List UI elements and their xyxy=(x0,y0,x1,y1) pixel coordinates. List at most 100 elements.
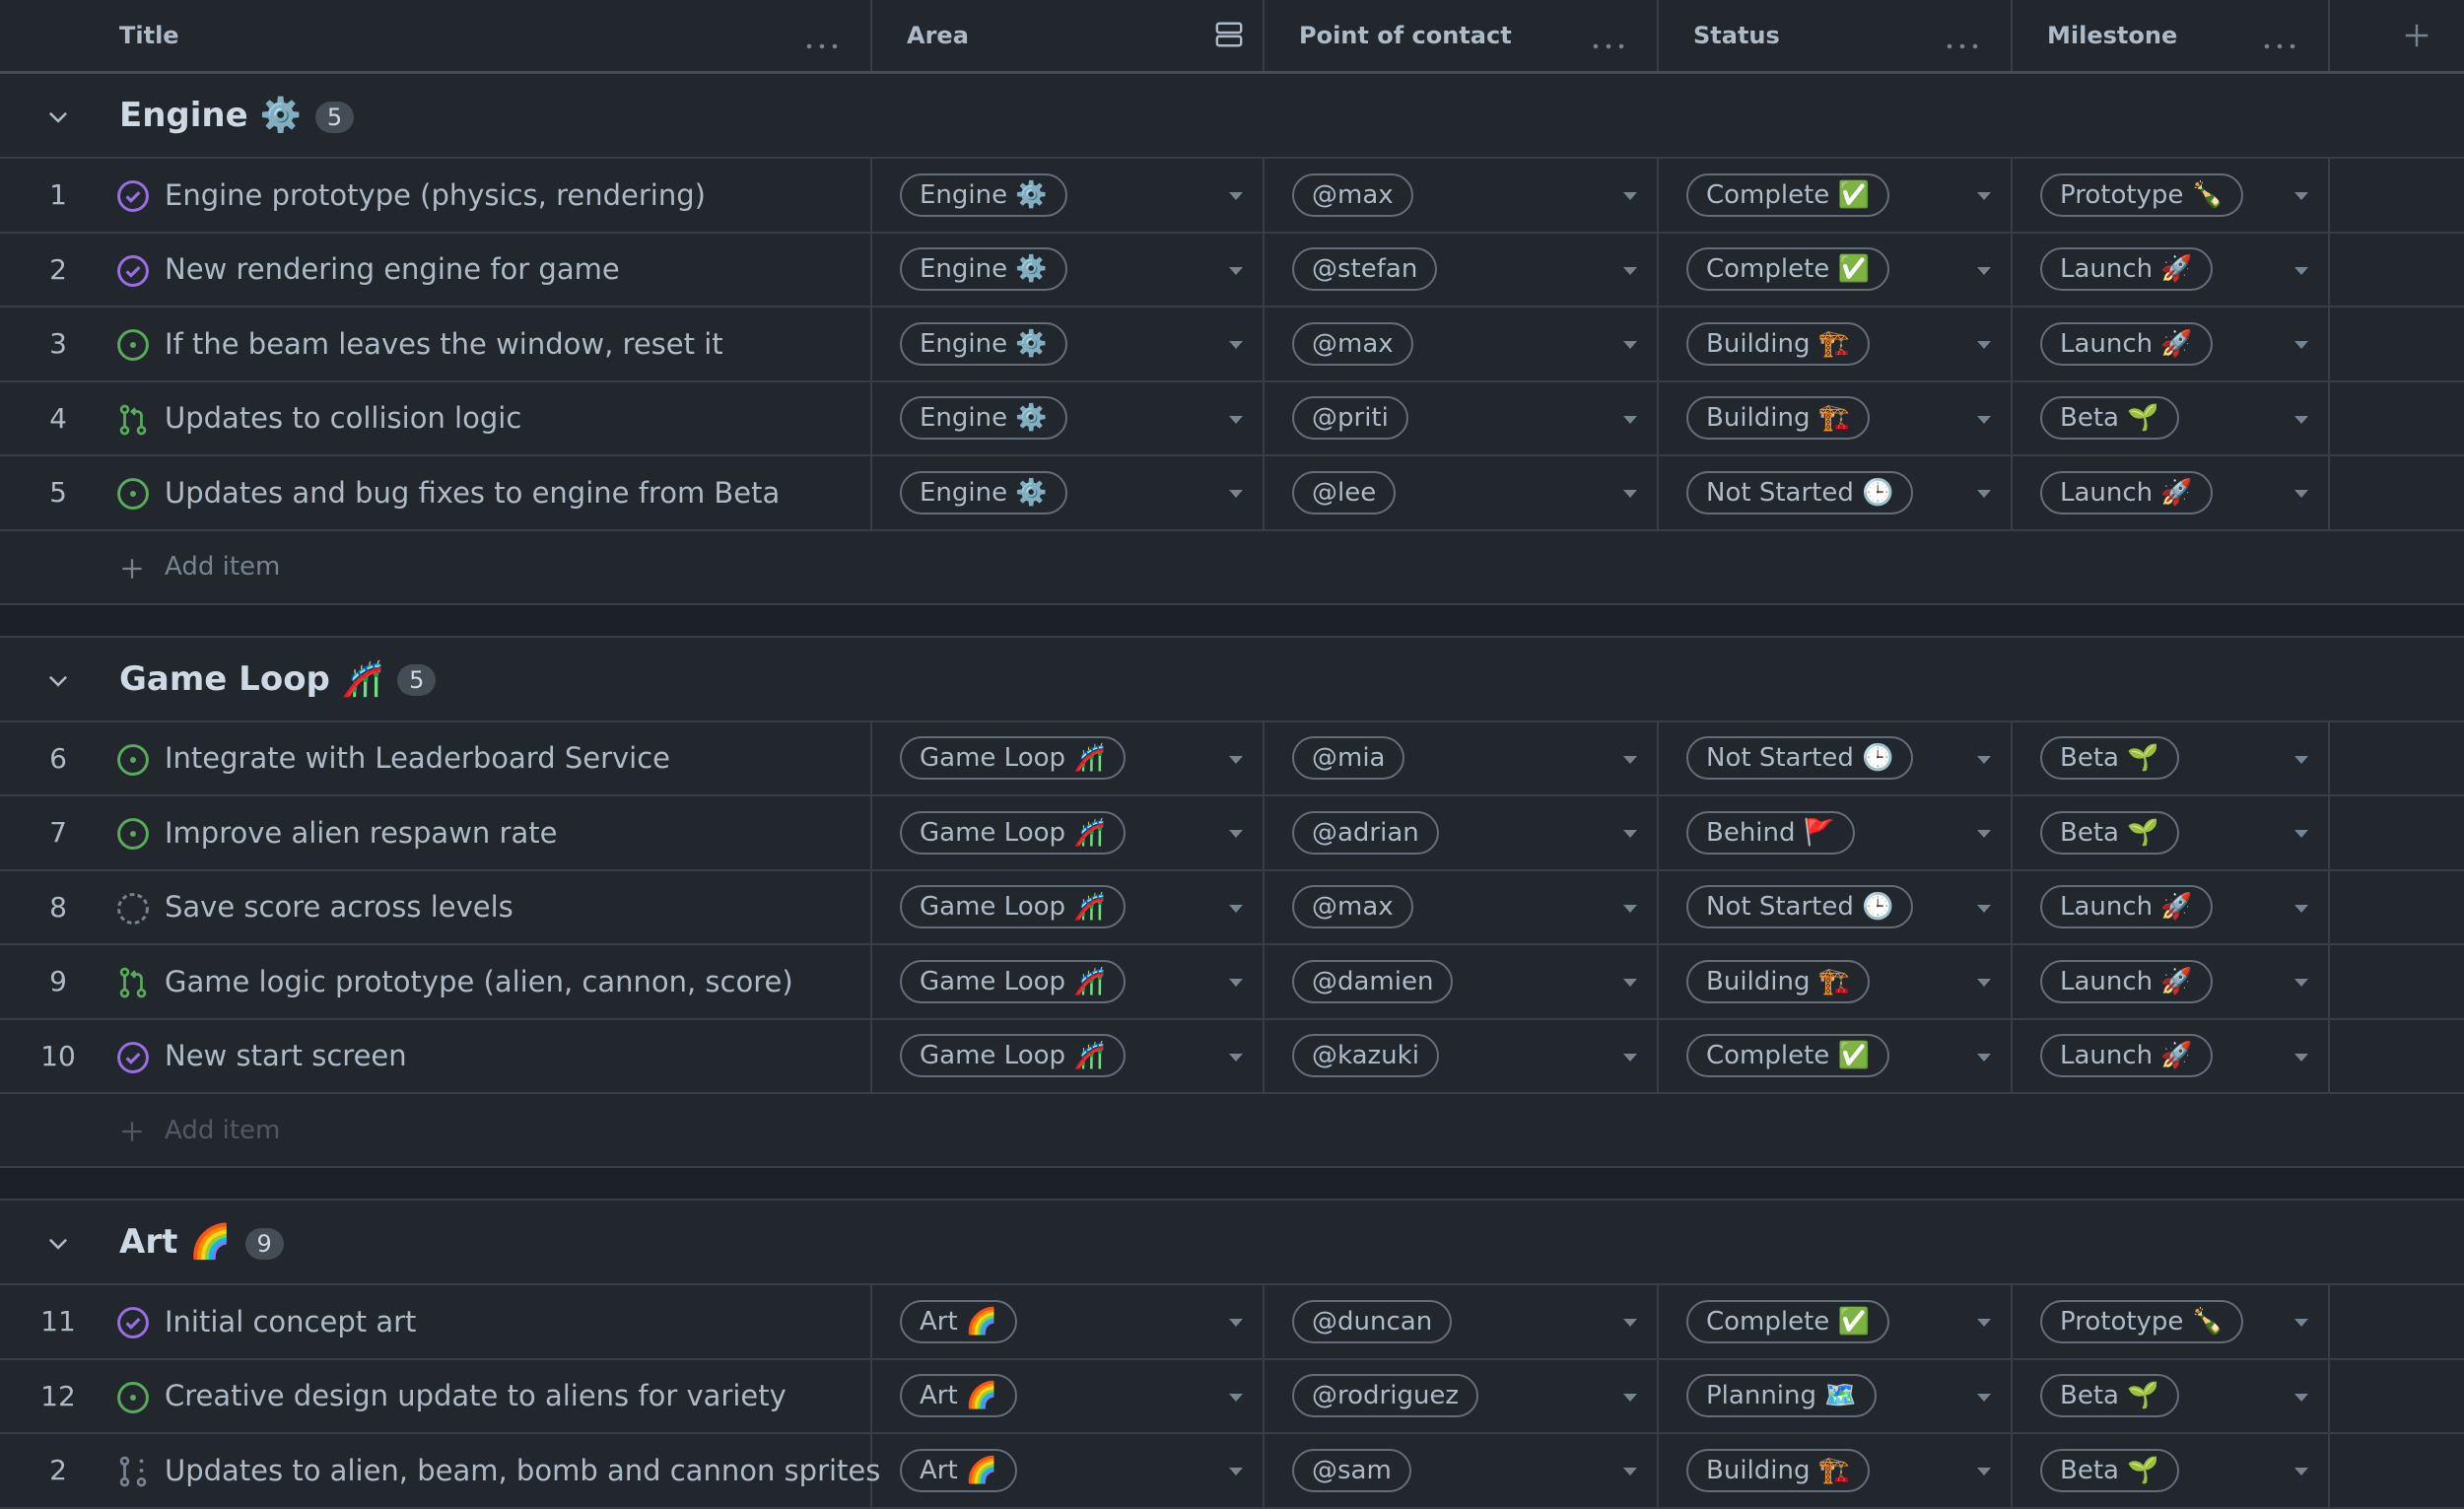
status-token[interactable]: Building 🏗️ xyxy=(1686,1448,1871,1492)
add-item[interactable]: Add item xyxy=(165,1115,281,1145)
area-token[interactable]: Game Loop 🎢 xyxy=(900,959,1126,1003)
area-token[interactable]: Game Loop 🎢 xyxy=(900,1034,1126,1078)
dropdown-caret[interactable] xyxy=(2294,192,2308,200)
milestone-token[interactable]: Prototype 🍾 xyxy=(2040,1299,2244,1343)
dropdown-caret[interactable] xyxy=(2294,490,2308,498)
dropdown-caret[interactable] xyxy=(1977,266,1991,275)
dropdown-caret[interactable] xyxy=(2294,1393,2308,1402)
area-token[interactable]: Engine ⚙️ xyxy=(900,321,1067,366)
dropdown-caret[interactable] xyxy=(1977,341,1991,349)
area-token[interactable]: Art 🌈 xyxy=(900,1299,1018,1343)
milestone-token[interactable]: Launch 🚀 xyxy=(2040,321,2213,366)
column-header[interactable]: Point of contact xyxy=(1265,0,1659,71)
milestone-token[interactable]: Beta 🌱 xyxy=(2040,396,2179,441)
contact-token[interactable]: @rodriguez xyxy=(1292,1374,1479,1418)
dropdown-caret[interactable] xyxy=(1623,341,1637,349)
dropdown-caret[interactable] xyxy=(1229,755,1243,764)
dropdown-caret[interactable] xyxy=(1229,979,1243,987)
collapse-chevron[interactable] xyxy=(45,667,71,693)
dropdown-caret[interactable] xyxy=(1623,979,1637,987)
dropdown-caret[interactable] xyxy=(1977,1393,1991,1402)
contact-token[interactable]: @kazuki xyxy=(1292,1034,1439,1078)
dropdown-caret[interactable] xyxy=(1977,1468,1991,1475)
status-token[interactable]: Not Started 🕒 xyxy=(1686,470,1914,514)
status-token[interactable]: Not Started 🕒 xyxy=(1686,885,1914,929)
collapse-chevron[interactable] xyxy=(45,103,71,129)
item-title[interactable]: Game logic prototype (alien, cannon, sco… xyxy=(165,964,793,998)
dropdown-caret[interactable] xyxy=(2294,1319,2308,1327)
item-title[interactable]: Engine prototype (physics, rendering) xyxy=(165,177,706,212)
dropdown-caret[interactable] xyxy=(1623,1319,1637,1327)
status-token[interactable]: Complete ✅ xyxy=(1686,1299,1889,1343)
add-item[interactable]: Add item xyxy=(165,552,281,582)
menu-dots[interactable] xyxy=(2263,41,2296,51)
add-item-cell[interactable]: Add item xyxy=(0,1094,2464,1166)
dropdown-caret[interactable] xyxy=(1229,490,1243,498)
status-token[interactable]: Behind 🚩 xyxy=(1686,810,1856,855)
milestone-token[interactable]: Launch 🚀 xyxy=(2040,885,2213,929)
dropdown-caret[interactable] xyxy=(1977,979,1991,987)
contact-token[interactable]: @max xyxy=(1292,321,1413,366)
area-token[interactable]: Engine ⚙️ xyxy=(900,396,1067,441)
area-token[interactable]: Game Loop 🎢 xyxy=(900,885,1126,929)
item-title[interactable]: Updates to collision logic xyxy=(165,401,522,436)
column-header[interactable]: Milestone xyxy=(2013,0,2330,71)
contact-token[interactable]: @adrian xyxy=(1292,810,1439,855)
dropdown-caret[interactable] xyxy=(1229,1053,1243,1062)
milestone-token[interactable]: Beta 🌱 xyxy=(2040,1374,2179,1418)
contact-token[interactable]: @max xyxy=(1292,172,1413,217)
status-token[interactable]: Building 🏗️ xyxy=(1686,959,1871,1003)
dropdown-caret[interactable] xyxy=(1623,1468,1637,1475)
dropdown-caret[interactable] xyxy=(1229,904,1243,913)
add-column-icon[interactable] xyxy=(2402,21,2431,50)
menu-dots[interactable] xyxy=(805,41,839,51)
dropdown-caret[interactable] xyxy=(1977,830,1991,838)
item-title[interactable]: Creative design update to aliens for var… xyxy=(165,1379,787,1413)
contact-token[interactable]: @stefan xyxy=(1292,247,1438,292)
milestone-token[interactable]: Launch 🚀 xyxy=(2040,247,2213,292)
column-header[interactable]: Area xyxy=(872,0,1265,71)
area-token[interactable]: Engine ⚙️ xyxy=(900,470,1067,514)
dropdown-caret[interactable] xyxy=(1977,1319,1991,1327)
dropdown-caret[interactable] xyxy=(1623,904,1637,913)
status-token[interactable]: Not Started 🕒 xyxy=(1686,736,1914,781)
dropdown-caret[interactable] xyxy=(2294,266,2308,275)
dropdown-caret[interactable] xyxy=(1623,1393,1637,1402)
dropdown-caret[interactable] xyxy=(2294,1053,2308,1062)
dropdown-caret[interactable] xyxy=(1623,830,1637,838)
dropdown-caret[interactable] xyxy=(1977,755,1991,764)
status-token[interactable]: Complete ✅ xyxy=(1686,247,1889,292)
dropdown-caret[interactable] xyxy=(2294,979,2308,987)
dropdown-caret[interactable] xyxy=(1977,415,1991,424)
dropdown-caret[interactable] xyxy=(1229,1468,1243,1475)
item-title[interactable]: Updates and bug fixes to engine from Bet… xyxy=(165,475,781,510)
dropdown-caret[interactable] xyxy=(1229,1393,1243,1402)
contact-token[interactable]: @priti xyxy=(1292,396,1408,441)
area-token[interactable]: Game Loop 🎢 xyxy=(900,736,1126,781)
dropdown-caret[interactable] xyxy=(2294,341,2308,349)
dropdown-caret[interactable] xyxy=(1229,341,1243,349)
milestone-token[interactable]: Launch 🚀 xyxy=(2040,959,2213,1003)
contact-token[interactable]: @mia xyxy=(1292,736,1405,781)
menu-dots[interactable] xyxy=(1592,41,1625,51)
milestone-token[interactable]: Beta 🌱 xyxy=(2040,736,2179,781)
area-token[interactable]: Engine ⚙️ xyxy=(900,247,1067,292)
dropdown-caret[interactable] xyxy=(2294,830,2308,838)
item-title[interactable]: Initial concept art xyxy=(165,1304,417,1338)
dropdown-caret[interactable] xyxy=(1623,415,1637,424)
milestone-token[interactable]: Prototype 🍾 xyxy=(2040,172,2244,217)
contact-token[interactable]: @damien xyxy=(1292,959,1454,1003)
area-token[interactable]: Game Loop 🎢 xyxy=(900,810,1126,855)
status-token[interactable]: Complete ✅ xyxy=(1686,1034,1889,1078)
area-token[interactable]: Engine ⚙️ xyxy=(900,172,1067,217)
milestone-token[interactable]: Launch 🚀 xyxy=(2040,470,2213,514)
contact-token[interactable]: @sam xyxy=(1292,1448,1411,1492)
item-title[interactable]: If the beam leaves the window, reset it xyxy=(165,326,723,361)
column-header[interactable]: Status xyxy=(1659,0,2013,71)
contact-token[interactable]: @duncan xyxy=(1292,1299,1453,1343)
dropdown-caret[interactable] xyxy=(2294,415,2308,424)
field-icon[interactable] xyxy=(1213,20,1245,49)
dropdown-caret[interactable] xyxy=(1229,1319,1243,1327)
add-item-cell[interactable]: Add item xyxy=(0,531,2464,603)
item-title[interactable]: Save score across levels xyxy=(165,890,513,925)
